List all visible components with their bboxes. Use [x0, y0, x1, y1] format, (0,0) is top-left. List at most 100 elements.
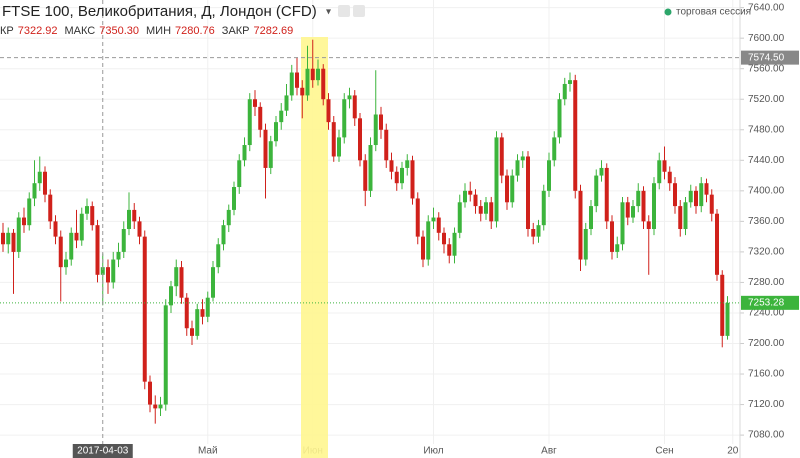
candle-body [505, 175, 509, 203]
candle-body [583, 229, 588, 260]
candle-body [121, 229, 126, 252]
candle-body [232, 187, 236, 210]
candle-body [678, 206, 683, 229]
ohlc-value: 7322.92 [18, 25, 58, 37]
last-price-box [741, 295, 799, 310]
candle-body [379, 114, 383, 130]
candle-body [153, 404, 158, 409]
candle-body [284, 95, 289, 111]
candle-body [373, 114, 378, 146]
candle-body [111, 259, 116, 283]
candle-body [499, 137, 504, 176]
candle-body [436, 217, 441, 233]
candle-body [137, 221, 142, 237]
ohlc-value: 7280.76 [175, 25, 215, 37]
candle-body [132, 209, 137, 222]
y-tick-label: 7480.00 [748, 124, 785, 135]
candle-body [683, 202, 688, 229]
x-tick-label: Авг [541, 446, 557, 457]
y-tick-label: 7320.00 [748, 247, 785, 258]
candle-body [342, 99, 347, 138]
candle-body [310, 68, 315, 81]
candle-body [326, 99, 331, 123]
y-tick-label: 7160.00 [748, 369, 785, 380]
candle-body [142, 236, 147, 382]
candle-body [289, 72, 294, 96]
settings-button[interactable] [353, 5, 365, 17]
candle-body [599, 167, 604, 176]
ohlc-name: МИН [146, 25, 171, 37]
y-tick-label: 7200.00 [748, 338, 785, 349]
candle-body [358, 118, 362, 161]
candle-body [641, 190, 646, 222]
candle-body [457, 202, 462, 233]
candle-body [557, 99, 562, 138]
candle-body [331, 122, 336, 157]
candle-body [520, 156, 525, 161]
candle-body [95, 225, 100, 275]
y-tick-label: 7640.00 [748, 2, 785, 13]
candle-body [541, 190, 546, 226]
candle-body [562, 83, 567, 100]
candle-body [106, 267, 110, 283]
ohlc-name: МАКС [65, 25, 96, 37]
candle-body [321, 68, 326, 100]
ohlc-name: КР [0, 25, 14, 37]
settings-button[interactable] [338, 5, 350, 17]
candle-body [90, 206, 95, 226]
y-tick-label: 7080.00 [748, 430, 785, 441]
candle-body [74, 232, 79, 241]
candle-body [295, 72, 299, 88]
candle-body [163, 305, 168, 405]
candle-body [568, 80, 572, 84]
candle-body [510, 175, 515, 203]
candle-body [405, 160, 410, 168]
candle-body [116, 251, 121, 260]
x-tick-label: 20 [727, 446, 739, 457]
candle-body [415, 198, 420, 237]
candle-body [148, 381, 152, 405]
candle-body [263, 129, 268, 168]
candle-body [447, 244, 452, 256]
ohlc-name: ЗАКР [222, 25, 250, 37]
candle-body [368, 145, 373, 191]
candle-body [389, 160, 394, 172]
candle-body [268, 141, 273, 168]
candle-body [704, 183, 709, 195]
candle-body [58, 236, 63, 268]
candle-body [64, 259, 68, 268]
last-price-label: 7253.28 [748, 297, 785, 308]
candle-body [226, 209, 231, 226]
candle-body [85, 206, 89, 214]
candle-body [468, 190, 473, 195]
candle-body [32, 183, 37, 199]
y-tick-label: 7360.00 [748, 216, 785, 227]
y-tick-label: 7440.00 [748, 155, 785, 166]
y-tick-label: 7120.00 [748, 399, 785, 410]
candle-body [709, 194, 714, 214]
candle-body [174, 267, 179, 287]
session-label: торговая сессия [676, 7, 751, 18]
candle-body [515, 160, 520, 176]
candle-body [536, 225, 541, 237]
y-tick-label: 7560.00 [748, 63, 785, 74]
x-tick-label: Июл [423, 446, 443, 457]
candle-body [190, 328, 194, 336]
candle-body [442, 232, 446, 245]
ohlc-value: 7350.30 [99, 25, 139, 37]
candle-body [652, 183, 656, 229]
candle-body [337, 137, 341, 157]
candle-body [169, 286, 173, 306]
candle-body [158, 404, 163, 409]
candle-body [258, 106, 263, 130]
candle-body [211, 267, 215, 298]
session-dot [664, 8, 672, 16]
candle-body [394, 171, 399, 184]
candle-body [715, 213, 719, 275]
candle-body [48, 194, 53, 222]
dropdown-icon[interactable]: ▾ [326, 7, 331, 18]
candle-body [547, 160, 551, 191]
candle-body [478, 206, 483, 214]
candle-body [410, 160, 415, 199]
